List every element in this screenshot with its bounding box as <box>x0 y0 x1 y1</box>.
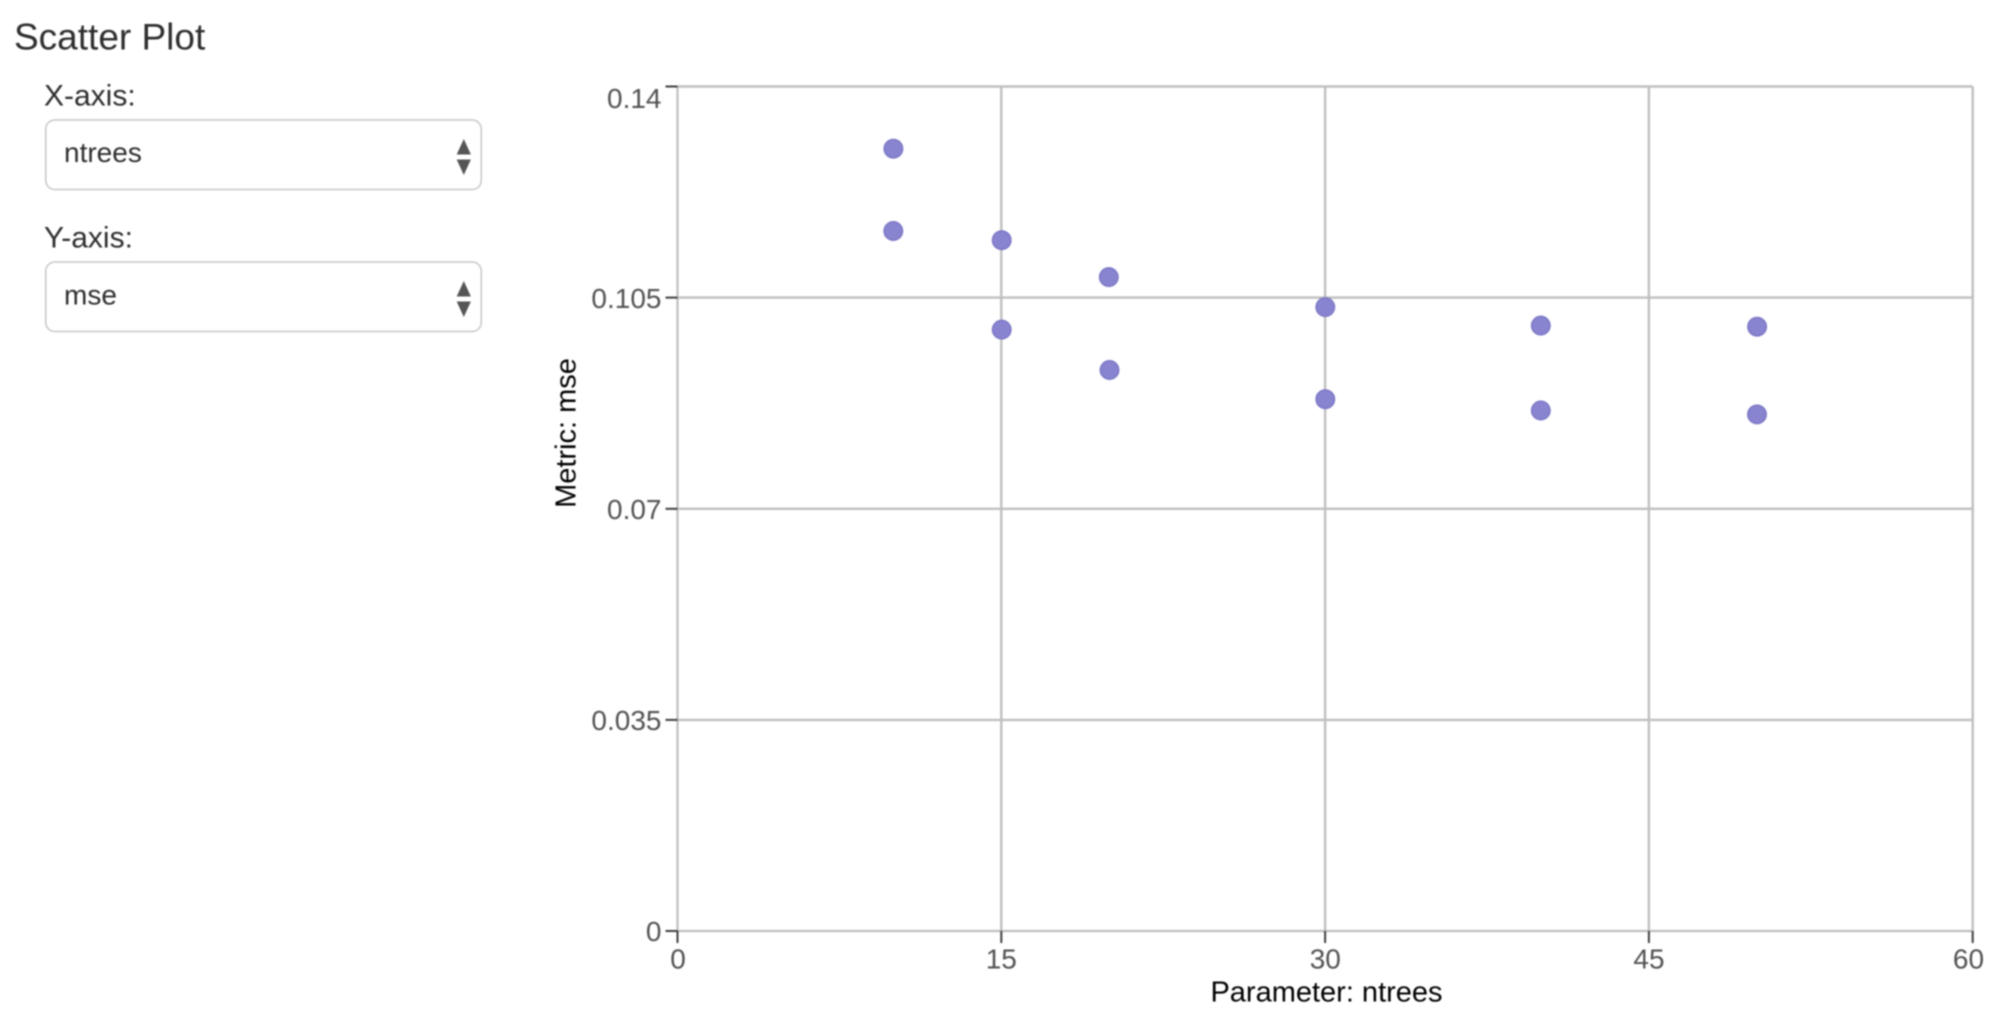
svg-text:45: 45 <box>1633 944 1664 975</box>
svg-text:0.035: 0.035 <box>591 705 661 736</box>
svg-text:0.105: 0.105 <box>591 283 661 314</box>
svg-text:0: 0 <box>646 916 662 947</box>
svg-text:mse: mse <box>64 280 117 311</box>
svg-text:0.07: 0.07 <box>607 494 662 525</box>
svg-text:30: 30 <box>1310 944 1341 975</box>
svg-text:X-axis:: X-axis: <box>44 80 136 113</box>
svg-text:Scatter Plot: Scatter Plot <box>14 17 206 58</box>
svg-text:0: 0 <box>670 944 686 975</box>
svg-text:ntrees: ntrees <box>64 137 142 168</box>
svg-text:Metric: mse: Metric: mse <box>551 358 583 508</box>
svg-text:Y-axis:: Y-axis: <box>44 221 133 254</box>
svg-text:15: 15 <box>986 944 1017 975</box>
svg-text:60: 60 <box>1953 944 1984 975</box>
svg-text:0.14: 0.14 <box>607 83 662 114</box>
svg-text:Parameter: ntrees: Parameter: ntrees <box>1210 976 1442 1006</box>
